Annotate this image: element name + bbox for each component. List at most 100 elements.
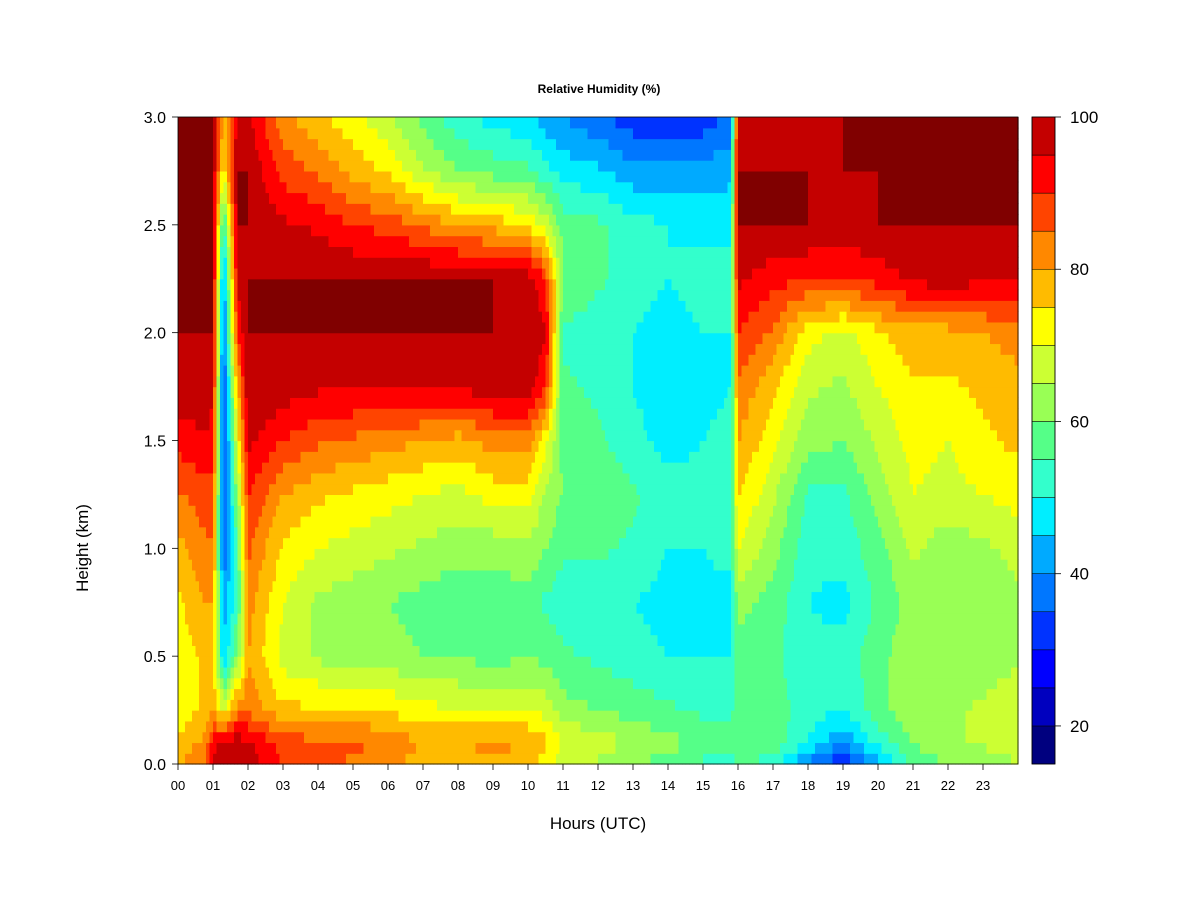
heatmap-cell [192, 559, 197, 571]
heatmap-cell [384, 515, 389, 528]
heatmap-cell [192, 321, 197, 334]
heatmap-cell [248, 656, 253, 668]
heatmap-cell [447, 580, 452, 593]
heatmap-cell [311, 753, 316, 765]
heatmap-cell [195, 418, 200, 431]
heatmap-cell [395, 235, 400, 247]
heatmap-cell [181, 375, 186, 388]
heatmap-cell [314, 472, 319, 485]
heatmap-cell [377, 149, 382, 161]
heatmap-cell [283, 720, 288, 733]
heatmap-cell [391, 321, 396, 334]
heatmap-cell [248, 742, 253, 754]
heatmap-cell [409, 688, 414, 700]
heatmap-cell [349, 720, 354, 733]
heatmap-cell [447, 613, 452, 625]
heatmap-cell [384, 408, 389, 420]
heatmap-cell [244, 634, 249, 646]
heatmap-cell [360, 224, 365, 237]
heatmap-cell [370, 699, 375, 711]
heatmap-cell [437, 343, 442, 355]
heatmap-cell [234, 688, 239, 700]
heatmap-cell [185, 181, 190, 194]
heatmap-cell [454, 343, 459, 355]
heatmap-cell [297, 267, 302, 280]
heatmap-cell [451, 710, 456, 722]
heatmap-cell [405, 505, 410, 517]
heatmap-cell [444, 548, 449, 560]
heatmap-cell [216, 181, 221, 194]
heatmap-cell [370, 224, 375, 237]
heatmap-cell [321, 203, 326, 215]
heatmap-cell [192, 505, 197, 517]
heatmap-cell [454, 289, 459, 301]
heatmap-cell [234, 343, 239, 355]
heatmap-cell [402, 526, 407, 539]
heatmap-cell [223, 311, 228, 323]
heatmap-cell [227, 613, 232, 625]
heatmap-cell [185, 235, 190, 247]
heatmap-cell [279, 559, 284, 571]
heatmap-cell [321, 731, 326, 744]
heatmap-cell [188, 623, 193, 636]
heatmap-cell [318, 472, 323, 485]
heatmap-cell [437, 300, 442, 312]
heatmap-cell [423, 181, 428, 194]
heatmap-cell [388, 311, 393, 323]
heatmap-cell [202, 591, 207, 603]
heatmap-cell [461, 623, 466, 636]
heatmap-cell [426, 472, 431, 485]
heatmap-cell [377, 267, 382, 280]
heatmap-cell [290, 462, 295, 474]
heatmap-cell [405, 127, 410, 140]
heatmap-cell [311, 494, 316, 506]
heatmap-cell [272, 267, 277, 280]
heatmap-cell [405, 181, 410, 194]
heatmap-cell [206, 548, 211, 560]
heatmap-cell [307, 699, 312, 711]
heatmap-cell [262, 397, 267, 409]
heatmap-cell [367, 429, 372, 442]
heatmap-cell [244, 343, 249, 355]
heatmap-cell [342, 440, 347, 452]
heatmap-cell [433, 645, 438, 657]
heatmap-cell [318, 505, 323, 517]
heatmap-cell [440, 343, 445, 355]
heatmap-cell [199, 753, 204, 765]
heatmap-cell [206, 483, 211, 496]
heatmap-cell [220, 505, 225, 517]
heatmap-cell [227, 246, 232, 258]
heatmap-cell [447, 483, 452, 496]
heatmap-cell [412, 623, 417, 636]
heatmap-cell [272, 548, 277, 560]
heatmap-cell [461, 526, 466, 539]
heatmap-cell [395, 753, 400, 765]
heatmap-cell [318, 515, 323, 528]
heatmap-cell [398, 138, 403, 150]
heatmap-cell [370, 656, 375, 668]
heatmap-cell [304, 699, 309, 711]
heatmap-cell [300, 214, 305, 226]
heatmap-cell [178, 365, 183, 377]
heatmap-cell [213, 602, 218, 614]
heatmap-cell [248, 462, 253, 474]
heatmap-cell [335, 138, 340, 150]
heatmap-cell [416, 408, 421, 420]
heatmap-cell [185, 429, 190, 442]
heatmap-cell [370, 343, 375, 355]
heatmap-cell [227, 354, 232, 366]
heatmap-cell [276, 127, 281, 140]
heatmap-cell [356, 235, 361, 247]
heatmap-cell [192, 332, 197, 345]
heatmap-cell [234, 160, 239, 172]
heatmap-cell [405, 656, 410, 668]
heatmap-cell [409, 623, 414, 636]
heatmap-cell [185, 537, 190, 549]
heatmap-cell [202, 311, 207, 323]
heatmap-cell [440, 375, 445, 388]
heatmap-cell [346, 311, 351, 323]
heatmap-cell [290, 548, 295, 560]
heatmap-cell [276, 494, 281, 506]
heatmap-cell [342, 246, 347, 258]
heatmap-cell [300, 224, 305, 237]
